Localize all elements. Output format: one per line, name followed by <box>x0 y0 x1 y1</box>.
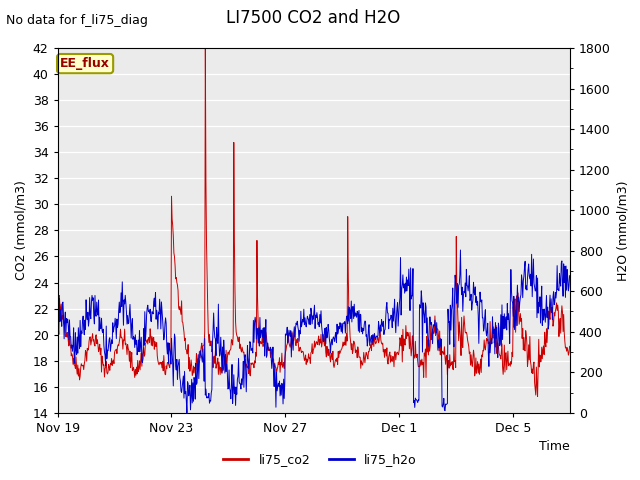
Y-axis label: CO2 (mmol/m3): CO2 (mmol/m3) <box>14 180 27 280</box>
Text: EE_flux: EE_flux <box>60 57 110 70</box>
Y-axis label: H2O (mmol/m3): H2O (mmol/m3) <box>616 180 629 281</box>
X-axis label: Time: Time <box>539 440 570 454</box>
Legend: li75_co2, li75_h2o: li75_co2, li75_h2o <box>218 448 422 471</box>
Text: No data for f_li75_diag: No data for f_li75_diag <box>6 14 148 27</box>
Title: LI7500 CO2 and H2O: LI7500 CO2 and H2O <box>227 9 401 27</box>
